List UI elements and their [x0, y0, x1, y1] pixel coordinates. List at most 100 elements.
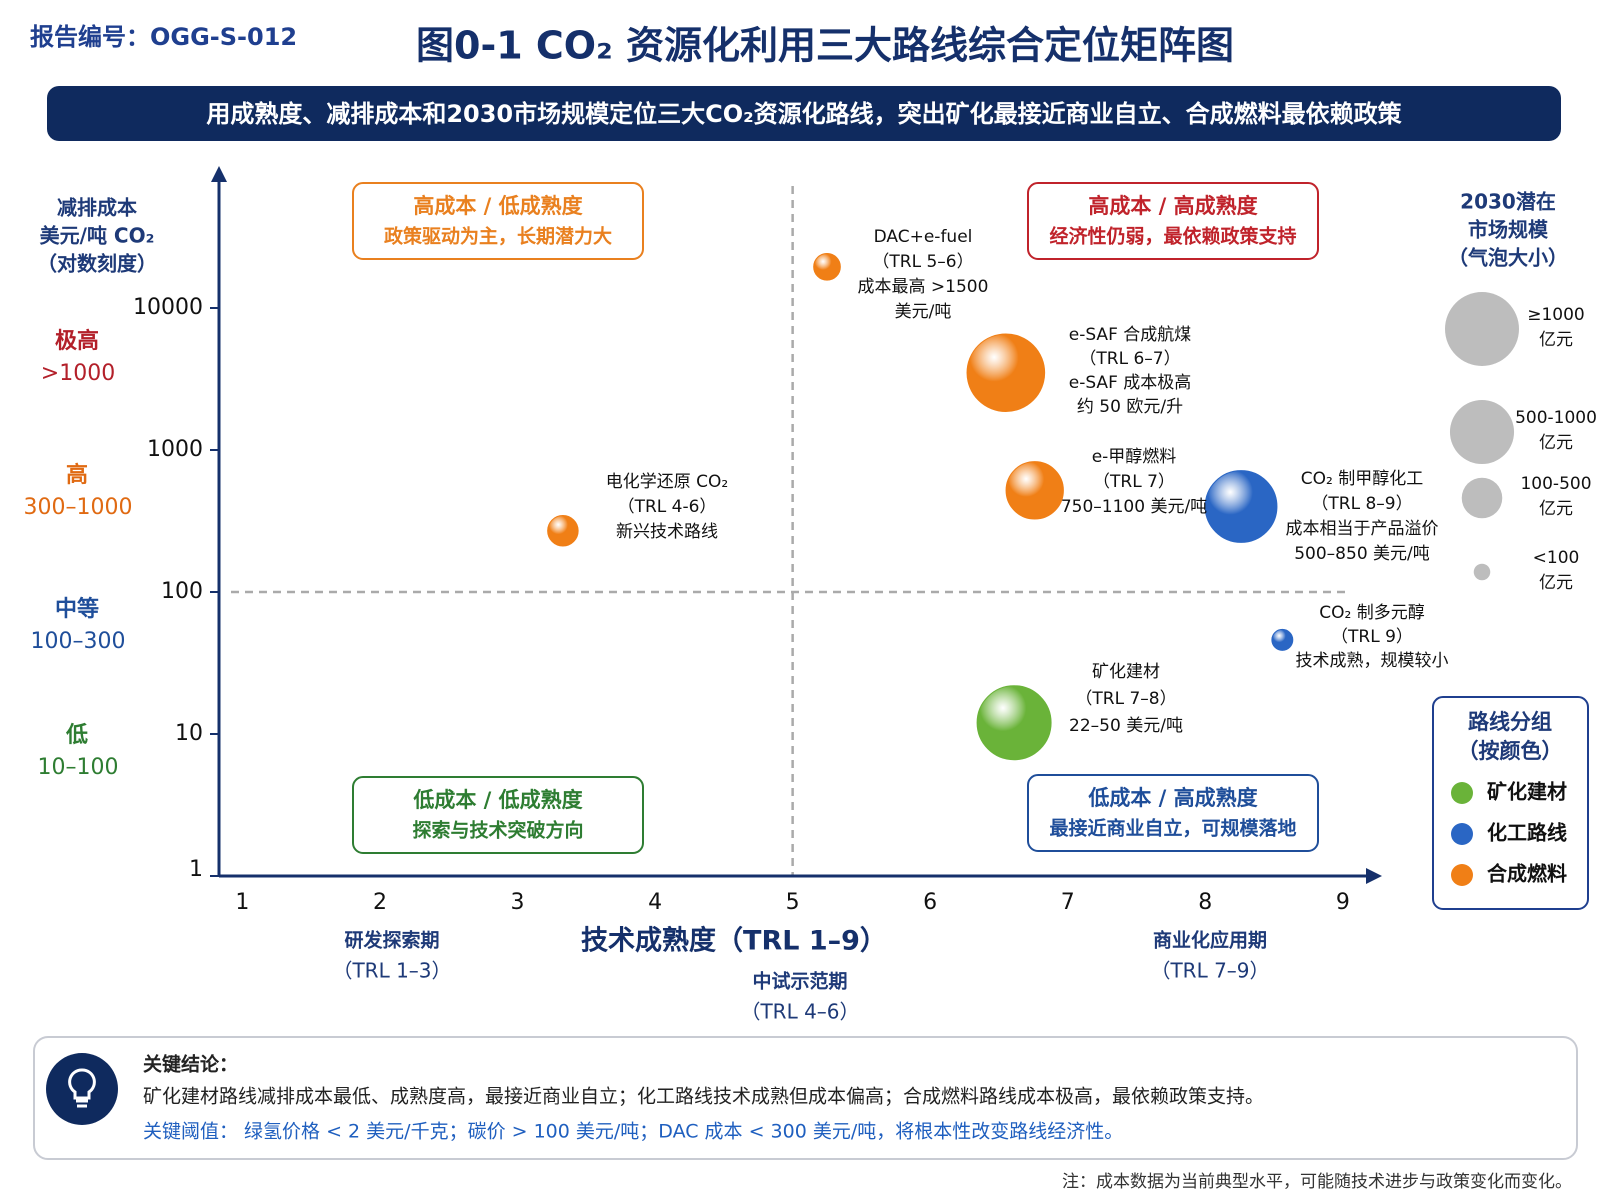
bubble-label: 矿化建材 [1092, 662, 1160, 682]
y-tick-label: 100 [161, 579, 203, 604]
note: 注：成本数据为当前典型水平，可能随技术进步与政策变化而变化。 [1062, 1172, 1572, 1192]
bubble-label: （TRL 6–7） [1079, 349, 1180, 369]
quadrant-box [1027, 182, 1319, 260]
bubble-label: 电化学还原 CO₂ [606, 472, 728, 492]
bubble [1204, 470, 1278, 543]
bubble-label: CO₂ 制甲醇化工 [1301, 469, 1423, 489]
y-tick-label: 10 [175, 721, 203, 746]
legend-label: 化工路线 [1487, 821, 1567, 845]
x-axis-arrow [1366, 868, 1382, 884]
size-legend-label: 100-500 [1520, 474, 1591, 494]
quadrant-text: 探索与技术突破方向 [412, 819, 583, 842]
y-band-range: >1000 [41, 361, 115, 386]
bubble [813, 252, 841, 281]
legend-box [1432, 696, 1589, 910]
bubble-label: 成本相当于产品溢价 [1286, 519, 1439, 539]
y-band-name: 低 [65, 723, 88, 748]
size-legend-title: （气泡大小） [1448, 246, 1568, 270]
x-axis-label: 技术成熟度（TRL 1–9） [581, 925, 887, 957]
bubble-label: 约 50 欧元/升 [1077, 397, 1183, 417]
y-axis-label: 美元/吨 CO₂ [40, 224, 155, 248]
x-tick-label: 3 [511, 890, 525, 915]
y-tick-label: 10000 [133, 295, 203, 320]
size-legend-bubble [1461, 477, 1503, 519]
bubble-label: 500–850 美元/吨 [1294, 544, 1430, 564]
x-phase-range: （TRL 7–9） [1150, 959, 1269, 983]
size-legend-label: 500-1000 [1515, 408, 1597, 428]
bubble-label: （TRL 4-6） [618, 497, 717, 517]
x-phase-name: 研发探索期 [344, 929, 439, 952]
legend-swatch [1451, 864, 1473, 886]
bubble-label: DAC+e-fuel [874, 227, 973, 247]
bubble [1005, 461, 1064, 520]
y-band-range: 10–100 [38, 755, 119, 780]
bubble-label: （TRL 8–9） [1311, 494, 1412, 514]
size-legend-unit: 亿元 [1539, 573, 1573, 593]
quadrant-text: 经济性仍弱，最依赖政策支持 [1049, 225, 1296, 248]
x-tick-label: 7 [1061, 890, 1075, 915]
size-legend-bubble [1449, 399, 1515, 465]
size-legend-unit: 亿元 [1539, 330, 1573, 350]
bubble-label: 美元/吨 [895, 302, 952, 322]
legend-swatch [1451, 782, 1473, 804]
x-phase-range: （TRL 1–3） [332, 959, 451, 983]
x-phase-name: 商业化应用期 [1153, 929, 1267, 952]
bubble-label: e-甲醇燃料 [1092, 447, 1177, 467]
x-tick-label: 2 [373, 890, 387, 915]
size-legend-title: 市场规模 [1468, 218, 1549, 242]
bubble [1271, 628, 1294, 651]
bubble-label: （TRL 7–8） [1075, 689, 1176, 709]
quadrant-box [1027, 774, 1319, 852]
quadrant-title: 高成本 / 高成熟度 [1088, 194, 1257, 218]
x-tick-label: 6 [923, 890, 937, 915]
y-axis-label: 减排成本 [57, 196, 137, 220]
size-legend-bubble [1445, 292, 1519, 366]
legend-label: 矿化建材 [1487, 780, 1567, 804]
bulb-shape [68, 1068, 96, 1108]
quadrant-text: 政策驱动为主，长期潜力大 [384, 225, 612, 248]
legend-swatch [1451, 823, 1473, 845]
legend-title: （按颜色） [1458, 739, 1563, 763]
y-axis-arrow [211, 166, 227, 182]
x-tick-label: 4 [648, 890, 662, 915]
x-phase-range: （TRL 4–6） [740, 1000, 859, 1024]
legend-title: 路线分组 [1468, 710, 1552, 734]
subtitle: 用成熟度、减排成本和2030市场规模定位三大CO₂资源化路线，突出矿化最接近商业… [206, 100, 1402, 128]
y-band-name: 高 [66, 462, 88, 488]
bubble-label: 技术成熟，规模较小 [1296, 650, 1449, 671]
x-phase-name: 中试示范期 [752, 970, 847, 993]
bubble [966, 333, 1046, 413]
x-tick-label: 5 [786, 890, 800, 915]
quadrant-title: 高成本 / 低成熟度 [413, 194, 582, 218]
size-legend-label: ≥1000 [1527, 305, 1585, 325]
y-tick-label: 1000 [147, 437, 203, 462]
subtitle-banner [47, 86, 1561, 141]
quadrant-text: 最接近商业自立，可规模落地 [1049, 817, 1296, 840]
bubble [976, 685, 1052, 761]
bubble-label: 750–1100 美元/吨 [1061, 497, 1207, 517]
report-no: 报告编号：OGG-S-012 [30, 23, 297, 51]
y-band-name: 中等 [55, 596, 99, 622]
chart-title: 图0-1 CO₂ 资源化利用三大路线综合定位矩阵图 [416, 24, 1234, 68]
bubble-label: （TRL 5–6） [872, 252, 973, 272]
bubble-label: （TRL 9） [1331, 627, 1413, 647]
y-band-range: 100–300 [31, 629, 126, 654]
size-legend-label: <100 [1533, 548, 1580, 568]
y-axis-label: （对数刻度） [37, 252, 157, 276]
bubble [547, 514, 579, 547]
conclusion-threshold: 关键阈值： 绿氢价格 < 2 美元/千克；碳价 > 100 美元/吨；DAC 成… [143, 1121, 1123, 1143]
x-tick-label: 9 [1336, 890, 1350, 915]
bubble-label: CO₂ 制多元醇 [1319, 603, 1424, 623]
bubble-label: e-SAF 成本极高 [1069, 373, 1192, 393]
bubble-label: 新兴技术路线 [616, 522, 718, 542]
conclusion-text: 矿化建材路线减排成本最低、成熟度高，最接近商业自立；化工路线技术成熟但成本偏高；… [143, 1086, 1264, 1108]
x-tick-label: 8 [1198, 890, 1212, 915]
y-band-range: 300–1000 [24, 495, 133, 520]
y-band-name: 极高 [55, 328, 99, 354]
bubble-label: e-SAF 合成航煤 [1069, 325, 1192, 345]
bubble-label: （TRL 7） [1093, 472, 1175, 492]
bubble-label: 成本最高 >1500 [858, 277, 989, 297]
quadrant-title: 低成本 / 低成熟度 [412, 788, 582, 812]
